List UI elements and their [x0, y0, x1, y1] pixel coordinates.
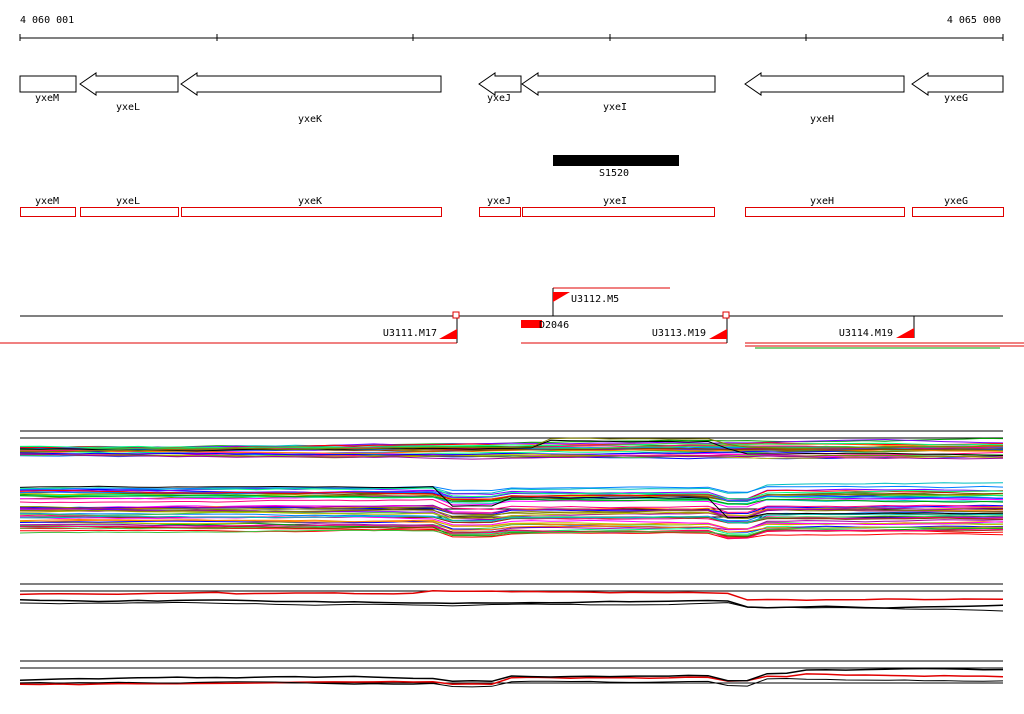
gene-label-yxel: yxeL [116, 102, 140, 113]
profile-trace [19, 513, 1003, 524]
gene-arrow-yxeh[interactable] [744, 72, 905, 96]
gene-label-yxei: yxeI [603, 102, 627, 113]
transcript-label-u3111: U3111.M17 [383, 328, 437, 339]
gene-arrow-yxem[interactable] [19, 75, 77, 93]
coordinate-ruler: 4 060 001 4 065 000 [19, 15, 1004, 41]
transcript-block-d2046[interactable] [521, 320, 542, 328]
cds-box-yxej[interactable] [479, 207, 521, 217]
transcript-flag-u3114 [896, 328, 914, 338]
profile-trace [19, 504, 1004, 516]
gene-arrow-yxek[interactable] [180, 72, 442, 96]
ruler-start-label: 4 060 001 [20, 15, 74, 26]
cds-label-yxem: yxeM [35, 196, 59, 207]
profile-trace [19, 498, 1004, 513]
terminator-marker [452, 311, 460, 319]
profile-trace [19, 485, 1004, 493]
gene-label-yxeg: yxeG [944, 93, 968, 104]
cds-label-yxeg: yxeG [944, 196, 968, 207]
feature-bar-s1520[interactable] [553, 155, 679, 166]
profile-trace [19, 437, 1004, 453]
cds-track: yxeM yxeL yxeK yxeJ yxeI yxeH yxeG [20, 196, 1004, 217]
cds-label-yxei: yxeI [603, 196, 627, 207]
transcript-label-u3113: U3113.M19 [652, 328, 706, 339]
profile-trace [19, 509, 1004, 519]
transcript-label-d2046: D2046 [539, 320, 569, 331]
gene-arrow-yxej[interactable] [478, 72, 522, 96]
profile-trace-black [19, 601, 1004, 612]
gene-label-yxem: yxeM [35, 93, 59, 104]
feature-label-s1520: S1520 [599, 168, 629, 179]
profile-trace [19, 519, 1004, 534]
transcript-label-u3114: U3114.M19 [839, 328, 893, 339]
terminator-marker [722, 311, 730, 319]
transcript-flag-u3111 [439, 329, 457, 339]
feature-track: S1520 [553, 155, 679, 179]
gene-label-yxeh: yxeH [810, 114, 834, 125]
profile-trace [19, 485, 1004, 519]
profile-trace [19, 504, 1003, 518]
expression-profiles [19, 437, 1004, 688]
profile-trace [19, 511, 1004, 523]
cds-label-yxeh: yxeH [810, 196, 834, 207]
profile-trace [20, 529, 1004, 540]
profile-trace [19, 439, 1004, 456]
cds-box-yxem[interactable] [20, 207, 76, 217]
ruler-end-label: 4 065 000 [947, 15, 1001, 26]
profile-trace [19, 526, 1004, 537]
gene-arrow-yxei[interactable] [521, 72, 716, 96]
gene-label-yxek: yxeK [298, 114, 322, 125]
profile-trace [19, 445, 1004, 451]
gene-arrow-yxel[interactable] [79, 72, 179, 96]
cds-box-yxei[interactable] [522, 207, 715, 217]
profile-trace [19, 494, 1004, 505]
gene-arrow-yxeg[interactable] [911, 72, 1004, 96]
gene-labels: yxeM yxeL yxeK yxeJ yxeI yxeH yxeG [35, 93, 968, 125]
profile-trace [19, 495, 1004, 508]
transcript-flag-u3112 [553, 292, 570, 302]
cds-box-yxeg[interactable] [912, 207, 1004, 217]
cds-box-yxeh[interactable] [745, 207, 905, 217]
cds-box-yxel[interactable] [80, 207, 179, 217]
transcript-label-u3112: U3112.M5 [571, 294, 619, 305]
cds-box-yxek[interactable] [181, 207, 442, 217]
cds-label-yxel: yxeL [116, 196, 140, 207]
profile-trace-black [19, 599, 1004, 609]
cds-label-yxek: yxeK [298, 196, 322, 207]
profile-trace-red [19, 589, 1004, 601]
profile-trace [19, 453, 1004, 460]
expression-panels [20, 430, 1003, 684]
profile-trace [19, 488, 1004, 500]
transcript-flag-u3113 [709, 329, 727, 339]
profile-trace [19, 489, 1004, 501]
profile-trace [19, 442, 1004, 449]
profile-trace [19, 447, 1003, 456]
transcript-track: U3112.M5 U3111.M17 D2046 U3113.M19 U3114… [0, 287, 1024, 349]
gene-label-yxej: yxeJ [487, 93, 511, 104]
profile-trace-black [19, 667, 1004, 683]
profile-trace [19, 452, 1004, 458]
profile-trace-red [19, 673, 1004, 686]
cds-label-yxej: yxeJ [487, 196, 511, 207]
profile-trace [19, 516, 1004, 530]
profile-trace [19, 524, 1004, 539]
profile-trace-black [19, 677, 1004, 688]
gene-track [19, 72, 1004, 96]
